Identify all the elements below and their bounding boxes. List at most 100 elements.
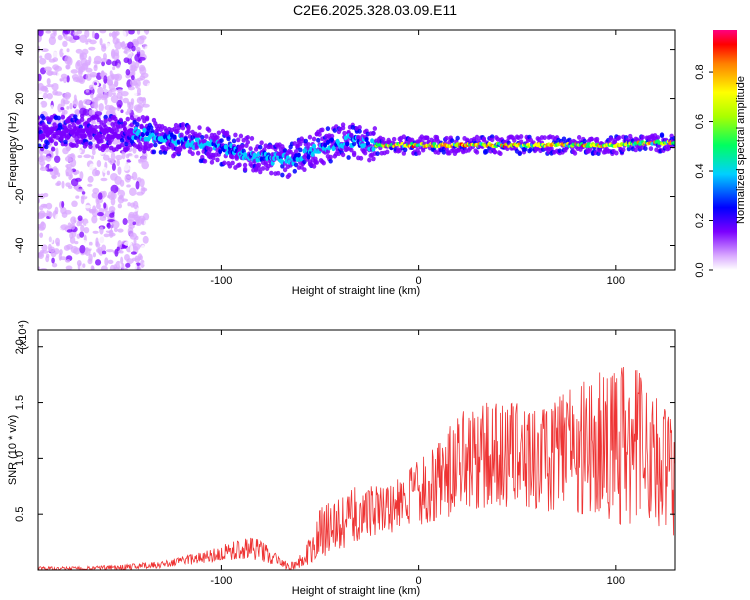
spectrogram-cell [291, 40, 295, 47]
spectrogram-cell [275, 36, 281, 42]
spectrogram-panel: -100 0 100 -40 -20 0 20 40 Height of straight l… [7, 29, 676, 297]
snr-y-tick-label: 0.5 [14, 507, 26, 522]
spectrogram-cell [141, 160, 150, 170]
spectrogram-cell [66, 48, 70, 53]
spectrogram-cell [93, 157, 99, 163]
spectrogram-cell [100, 177, 108, 182]
spectrogram-cell [255, 98, 258, 104]
spectrogram-cell [96, 160, 102, 168]
spectrogram-cell [66, 229, 73, 233]
spectrogram-cell [85, 222, 94, 228]
spectrogram-cell [222, 160, 227, 166]
spectrogram-cell [380, 136, 386, 142]
spectrogram-cell [65, 265, 73, 270]
spectrogram-cell [230, 99, 236, 104]
spectrogram-cell [44, 89, 49, 93]
spectrogram-cell [374, 80, 379, 86]
spectrogram-y-tick-label: 20 [14, 92, 26, 104]
spectrogram-cell [608, 136, 614, 142]
spectrogram-cell [364, 137, 369, 143]
spectrogram-cell [355, 169, 361, 175]
spectrogram-cell [74, 143, 79, 148]
spectrogram-cell [162, 235, 168, 242]
spectrogram-cell [50, 146, 56, 152]
spectrogram-cell [79, 171, 84, 180]
spectrogram-cell [77, 215, 83, 222]
spectrogram-cell [484, 149, 489, 154]
spectrogram-cell [124, 241, 133, 247]
spectrogram-cell [143, 261, 148, 266]
spectrogram-cell [341, 51, 346, 57]
spectrogram-cell [128, 30, 135, 35]
spectrogram-cell [346, 129, 351, 135]
spectrogram-cell [242, 166, 248, 172]
spectrogram-cell [114, 48, 120, 57]
spectrogram-cell [310, 151, 315, 157]
spectrogram-cell [248, 146, 253, 152]
spectrogram-cell [122, 68, 127, 74]
spectrogram-cell [108, 32, 112, 37]
snr-y-multiplier: (x10⁴) [17, 320, 29, 350]
spectrogram-cell [195, 30, 200, 35]
spectrogram-cell [47, 236, 54, 245]
spectrogram-cell [104, 257, 109, 266]
spectrogram-cell [117, 228, 124, 233]
spectrogram-cell [107, 222, 111, 229]
spectrogram-cell [672, 135, 675, 141]
spectrogram-y-tick-label: 0 [14, 144, 26, 150]
spectrogram-cell [102, 167, 108, 174]
spectrogram-cell [88, 84, 94, 91]
spectrogram-cell [80, 196, 85, 205]
spectrogram-cell [87, 183, 93, 187]
spectrogram-y-tick-label: -20 [14, 189, 26, 205]
spectrogram-cell [127, 86, 135, 91]
spectrogram-cell [269, 170, 274, 176]
spectrogram-cell [489, 137, 495, 143]
spectrogram-cell [672, 140, 675, 145]
spectrogram-cell [139, 66, 147, 76]
spectrogram-cell [38, 30, 44, 37]
colorbar-gradient [713, 30, 737, 270]
spectrogram-cell [356, 32, 361, 37]
spectrogram-cell [230, 154, 235, 160]
spectrogram-cell [135, 122, 140, 127]
spectrogram-cell [262, 245, 267, 251]
colorbar: 0.0 0.2 0.4 0.6 0.8 Normalized spectral ampl… [694, 30, 747, 278]
spectrogram-cell [474, 149, 480, 155]
spectrogram-cell [121, 30, 127, 39]
spectrogram-cell [91, 208, 99, 218]
spectrogram-cell [73, 31, 79, 36]
spectrogram-cell [40, 221, 45, 227]
spectrogram-cell [153, 142, 158, 148]
spectrogram-cell [46, 77, 51, 85]
spectrogram-cell [416, 150, 422, 156]
spectrogram-cell [135, 235, 139, 241]
spectrogram-cell [266, 96, 272, 103]
spectrogram-cell [79, 244, 86, 254]
spectrogram-cell [127, 219, 134, 224]
spectrogram-cell [150, 132, 155, 138]
spectrogram-cell [142, 97, 147, 106]
spectrogram-cell [130, 75, 135, 81]
spectrogram-cell [82, 263, 86, 268]
spectrogram-cell [121, 150, 126, 160]
spectrogram-cell [353, 105, 359, 110]
spectrogram-cell [281, 132, 288, 136]
spectrogram-cell [359, 244, 362, 249]
spectrogram-cell [57, 34, 63, 41]
spectrogram-cell [95, 237, 99, 247]
snr-x-label: Height of straight line (km) [292, 585, 420, 597]
spectrogram-cell [358, 155, 364, 161]
spectrogram-cell [91, 215, 98, 224]
spectrogram-cell [214, 78, 220, 83]
spectrogram-cell [643, 146, 648, 151]
spectrogram-cell [70, 222, 76, 230]
spectrogram-cell [201, 109, 205, 114]
spectrogram-cell [63, 139, 68, 145]
spectrogram-cell [326, 263, 331, 267]
spectrogram-cell [208, 146, 213, 152]
snr-y-tick-label: 1.0 [14, 451, 26, 466]
spectrogram-cell [616, 135, 622, 141]
spectrogram-cell [280, 252, 284, 256]
spectrogram-cell [85, 73, 92, 81]
